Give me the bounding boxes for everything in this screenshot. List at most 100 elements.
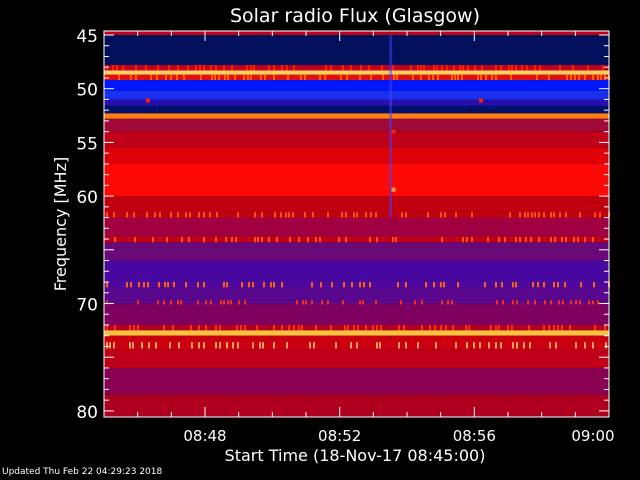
spike	[353, 324, 355, 331]
spike	[553, 324, 555, 331]
spike	[564, 282, 566, 288]
spike	[484, 282, 486, 288]
spike	[507, 324, 509, 331]
spike	[112, 65, 114, 71]
spike	[594, 324, 596, 331]
spike	[359, 300, 361, 305]
spike	[259, 342, 261, 349]
spike	[356, 212, 358, 218]
spike	[227, 74, 229, 81]
spike	[510, 74, 512, 81]
spike	[146, 212, 148, 218]
spike	[203, 65, 205, 71]
burst-spot	[479, 98, 484, 103]
spike	[350, 65, 352, 71]
spike	[203, 212, 205, 218]
spike	[457, 74, 459, 81]
spike	[437, 74, 439, 81]
spike	[312, 212, 314, 218]
spike	[490, 324, 492, 331]
spike	[135, 65, 137, 71]
spike	[398, 324, 400, 331]
burst-spot	[145, 98, 150, 103]
spike	[504, 236, 506, 243]
spike	[173, 282, 175, 288]
spike	[167, 282, 169, 288]
spike	[543, 282, 545, 288]
spike	[440, 324, 442, 331]
spike	[427, 212, 429, 218]
spike	[304, 212, 306, 218]
spike	[445, 324, 447, 331]
spike	[462, 236, 464, 243]
burst-line	[389, 35, 393, 218]
spike	[577, 236, 579, 243]
spike	[579, 300, 581, 305]
spike	[152, 236, 154, 243]
spike	[172, 324, 174, 331]
spike	[155, 342, 157, 349]
spike	[309, 342, 311, 349]
spike	[298, 324, 300, 331]
spike	[315, 324, 317, 331]
spectrum-band	[104, 304, 609, 325]
spike	[436, 65, 438, 71]
spike	[544, 300, 546, 305]
spike	[392, 236, 394, 243]
spike	[569, 324, 571, 331]
spectrum-band	[104, 131, 609, 148]
spectrum-band	[104, 147, 609, 164]
spike	[214, 74, 216, 81]
spike	[441, 65, 443, 71]
spike	[198, 324, 200, 331]
spike	[604, 324, 606, 331]
spike	[203, 282, 205, 288]
spike	[226, 342, 228, 349]
spike	[509, 212, 511, 218]
spike	[137, 300, 139, 305]
spectrum-band	[104, 80, 609, 91]
spike	[446, 65, 448, 71]
spike	[508, 65, 510, 71]
spike	[515, 65, 517, 71]
spike	[254, 236, 256, 243]
spike	[209, 212, 211, 218]
spike	[177, 212, 179, 218]
spike	[519, 236, 521, 243]
spike	[344, 324, 346, 331]
spike	[502, 300, 504, 305]
spike	[325, 65, 327, 71]
spike	[129, 342, 131, 349]
spike	[401, 212, 403, 218]
spike	[578, 74, 580, 81]
spike	[362, 300, 364, 305]
spike	[543, 324, 545, 331]
spike	[435, 342, 437, 349]
spike	[215, 65, 217, 71]
spike	[553, 282, 555, 288]
spike	[511, 65, 513, 71]
spike	[219, 342, 221, 349]
spike	[534, 212, 536, 218]
spike	[286, 65, 288, 71]
spike	[313, 342, 315, 349]
spike	[365, 212, 367, 218]
spike	[584, 236, 586, 243]
spike	[170, 74, 172, 81]
spike	[132, 342, 134, 349]
spike	[584, 342, 586, 349]
y-tick-label: 70	[76, 296, 98, 316]
spike	[602, 65, 604, 71]
spike	[122, 65, 124, 71]
spike	[466, 342, 468, 349]
spike	[232, 342, 234, 349]
spike	[211, 74, 213, 81]
spike	[166, 236, 168, 243]
spike	[195, 65, 197, 71]
spike	[342, 300, 344, 305]
spike	[423, 65, 425, 71]
spike	[130, 74, 132, 81]
spike	[169, 342, 171, 349]
spike	[274, 212, 276, 218]
spike	[287, 74, 289, 81]
